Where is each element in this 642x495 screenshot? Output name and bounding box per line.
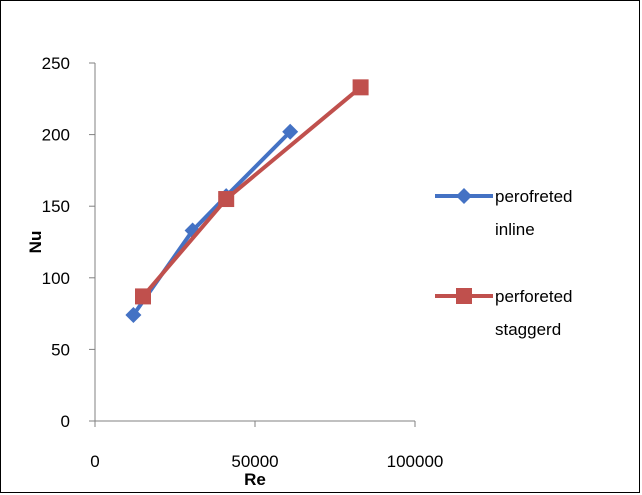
legend-label: inline	[495, 220, 535, 239]
x-tick-label: 100000	[387, 452, 444, 471]
legend-label: perforeted	[495, 287, 573, 306]
series-line	[141, 85, 362, 298]
tick-labels: 0 50 100 150 200 250 0 50000 100000	[42, 54, 444, 471]
data-point	[218, 191, 235, 208]
y-tick-label: 50	[51, 340, 70, 359]
series-line	[131, 130, 292, 317]
legend-item: perforeted staggerd	[435, 287, 573, 339]
series-layer	[125, 79, 369, 324]
legend-marker	[456, 188, 472, 204]
data-point	[125, 307, 142, 324]
y-axis-title: Nu	[26, 231, 45, 254]
y-tick-label: 150	[42, 197, 70, 216]
y-tick-label: 250	[42, 54, 70, 73]
axes	[94, 63, 415, 422]
x-axis-title: Re	[244, 470, 266, 489]
y-tick-label: 0	[61, 412, 70, 431]
data-point	[352, 79, 369, 96]
y-tick-label: 100	[42, 269, 70, 288]
series-1	[125, 123, 299, 324]
series-2	[135, 79, 369, 305]
legend-item: perofreted inline	[435, 187, 573, 239]
tick-marks	[89, 62, 416, 427]
legend-label: staggerd	[495, 320, 561, 339]
x-tick-label: 0	[90, 452, 99, 471]
data-point	[135, 288, 151, 305]
data-point	[282, 123, 299, 140]
y-tick-label: 200	[42, 126, 70, 145]
legend: perofreted inline perforeted staggerd	[435, 187, 573, 339]
legend-marker	[456, 288, 472, 304]
x-tick-label: 50000	[231, 452, 278, 471]
legend-label: perofreted	[495, 187, 573, 206]
